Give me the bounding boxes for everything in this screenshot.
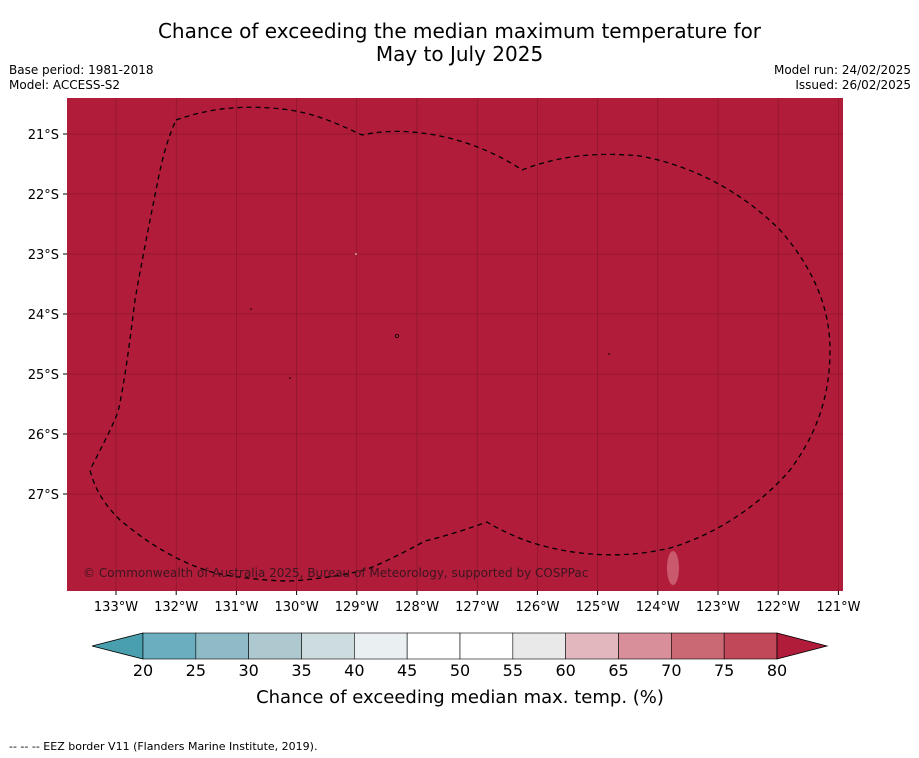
colorbar-tick-label: 80 [767,661,787,680]
colorbar-cell [459,632,514,660]
colorbar-cell [354,632,408,660]
colorbar-cell [301,632,355,660]
lon-label: 126°W [515,600,559,615]
colorbar-tick-label: 55 [503,661,523,680]
island-marker [355,253,357,255]
map-figure: © Commonwealth of Australia 2025, Bureau… [28,98,861,708]
colorbar-cell [565,632,619,660]
map-title-line2: May to July 2025 [375,42,544,66]
longitude-labels: 133°W 132°W 131°W 130°W 129°W 128°W 127°W 126°W… [94,600,861,615]
base-period-text: Base period: 1981-2018 [9,63,154,77]
colorbar: 20 25 30 35 40 45 50 55 60 65 70 75 80 Chance of exc… [91,632,829,708]
island-marker [394,333,399,338]
island-marker [250,308,252,310]
colorbar-tick-label: 40 [344,661,364,680]
colorbar-over-triangle [776,632,829,660]
colorbar-cell [406,632,461,660]
model-text: Model: ACCESS-S2 [9,78,121,92]
issued-text: Issued: 26/02/2025 [795,78,911,92]
lon-label: 123°W [696,600,740,615]
colorbar-tick-label: 30 [238,661,258,680]
model-run-text: Model run: 24/02/2025 [773,63,911,77]
colorbar-tick-label: 50 [450,661,470,680]
lat-label: 24°S [28,308,59,323]
lat-label: 26°S [28,428,59,443]
lon-label: 122°W [756,600,800,615]
land-island-shape [667,551,679,585]
colorbar-cell [723,632,778,660]
colorbar-cell [512,632,566,660]
lon-label: 131°W [214,600,258,615]
colorbar-tick-label: 70 [661,661,681,680]
lon-label: 128°W [395,600,439,615]
graticule [63,98,843,595]
lon-label: 129°W [335,600,379,615]
colorbar-tick-label: 25 [186,661,206,680]
lat-label: 25°S [28,368,59,383]
lon-label: 124°W [636,600,680,615]
colorbar-cell [142,632,197,660]
colorbar-under-triangle [91,632,144,660]
lon-label: 133°W [94,600,138,615]
lon-label: 132°W [154,600,198,615]
lat-label: 22°S [28,188,59,203]
colorbar-tick-label: 75 [714,661,734,680]
lon-label: 121°W [816,600,860,615]
island-marker [289,377,291,379]
colorbar-cell [195,632,249,660]
colorbar-cell [671,632,725,660]
lat-label: 27°S [28,488,59,503]
lat-label: 21°S [28,128,59,143]
colorbar-tick-label: 60 [555,661,575,680]
colorbar-cell [618,632,672,660]
colorbar-tick-label: 20 [133,661,153,680]
colorbar-tick-label: 65 [608,661,628,680]
eez-border [89,106,831,582]
latitude-labels: 21°S 22°S 23°S 24°S 25°S 26°S 27°S [28,128,59,503]
eez-footnote: -- -- -- EEZ border V11 (Flanders Marine… [9,740,318,753]
map-area [67,98,843,591]
colorbar-label: Chance of exceeding median max. temp. (%… [256,687,664,708]
lon-label: 127°W [455,600,499,615]
map-title-line1: Chance of exceeding the median maximum t… [157,19,762,43]
colorbar-tick-label: 45 [397,661,417,680]
copyright-credit: © Commonwealth of Australia 2025, Bureau… [83,566,588,580]
lon-label: 130°W [275,600,319,615]
colorbar-tick-label: 35 [291,661,311,680]
lon-label: 125°W [576,600,620,615]
island-marker [608,353,610,355]
lat-label: 23°S [28,248,59,263]
colorbar-cell [248,632,302,660]
